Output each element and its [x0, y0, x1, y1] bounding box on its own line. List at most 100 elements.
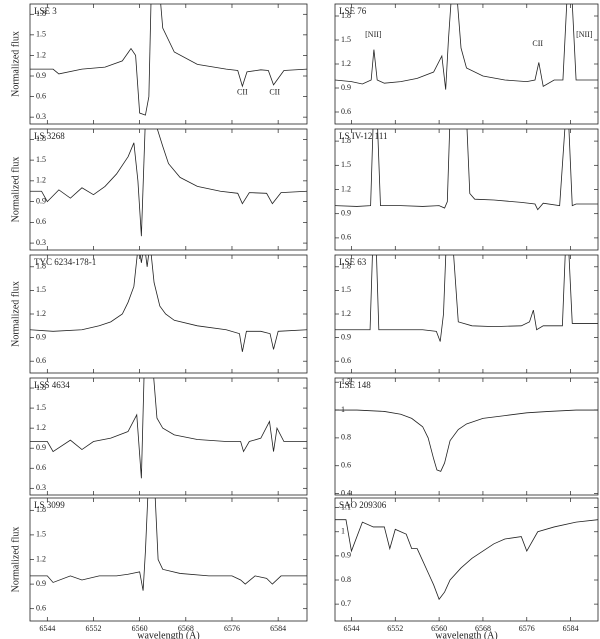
- y-tick-label: 0.8: [341, 433, 351, 442]
- y-tick-label: 0.6: [341, 233, 351, 242]
- x-tick-label: 6576: [519, 624, 535, 633]
- spectrum-line: [335, 409, 598, 472]
- y-axis-label: Normalized flux: [10, 527, 21, 593]
- y-axis-label: Normalized flux: [10, 31, 21, 97]
- y-tick-label: 1.8: [341, 11, 351, 20]
- x-tick-label: 6584: [563, 624, 579, 633]
- panel-frame: [29, 254, 308, 374]
- x-tick-label: 6544: [39, 624, 55, 633]
- spectrum-line: [30, 498, 307, 591]
- panel-title: LS 3268: [34, 131, 65, 141]
- y-tick-label: 1.2: [341, 377, 351, 386]
- panel-title: LSE 76: [339, 6, 367, 16]
- y-tick-label: 0.9: [341, 551, 351, 560]
- y-tick-label: 1.2: [341, 309, 351, 318]
- y-tick-label: 1.2: [36, 50, 46, 59]
- y-tick-label: 0.7: [341, 599, 351, 608]
- y-tick-label: 0.6: [36, 604, 46, 613]
- annotation: [NII]: [576, 30, 593, 39]
- y-tick-label: 0.9: [36, 332, 46, 341]
- spectrum-line: [335, 4, 598, 90]
- y-tick-label: 1.8: [36, 262, 46, 271]
- panel-frame: [334, 377, 599, 496]
- spectrum-line: [335, 129, 598, 211]
- annotation: CII: [237, 87, 248, 96]
- y-tick-label: 1.2: [341, 59, 351, 68]
- panel-frame: [334, 497, 599, 622]
- y-tick-label: 1.8: [36, 383, 46, 392]
- y-axis-label: Normalized flux: [10, 157, 21, 223]
- panel-title: LS IV-12 111: [339, 131, 388, 141]
- spectrum-line: [335, 255, 598, 342]
- y-axis-label: Normalized flux: [10, 281, 21, 347]
- y-tick-label: 0.3: [36, 112, 46, 121]
- y-tick-label: 1: [341, 405, 345, 414]
- x-axis-label: wavelength (A): [137, 630, 199, 639]
- panel-title: TYC 6234-178-1: [34, 257, 96, 267]
- y-tick-label: 0.6: [341, 461, 351, 470]
- y-tick-label: 0.6: [36, 463, 46, 472]
- y-tick-label: 1.1: [341, 502, 351, 511]
- x-tick-label: 6584: [270, 624, 286, 633]
- panel: 0.3 0.6 0.9 1.2 1.5 1.8LS 3268 Normalized flux: [10, 128, 308, 251]
- panel-frame: [334, 128, 599, 251]
- y-tick-label: 0.9: [36, 443, 46, 452]
- spectrum-line: [30, 4, 307, 116]
- panel-frame: [29, 3, 308, 125]
- y-tick-label: 1.8: [341, 136, 351, 145]
- y-tick-label: 1.5: [36, 530, 46, 539]
- y-tick-label: 0.9: [36, 71, 46, 80]
- y-tick-label: 0.4: [341, 488, 351, 497]
- y-tick-label: 1.2: [36, 554, 46, 563]
- panel: 0.6 0.9 1.2 1.5 1.8LS IV-12 111: [334, 128, 599, 251]
- spectrum-line: [30, 129, 307, 237]
- y-tick-label: 1.2: [36, 176, 46, 185]
- y-tick-label: 0.9: [36, 579, 46, 588]
- x-tick-label: 6544: [343, 624, 359, 633]
- y-tick-label: 1.5: [36, 30, 46, 39]
- x-axis-label: wavelength (A): [435, 630, 497, 639]
- spectrum-line: [30, 255, 307, 352]
- panel-title: LSE 63: [339, 257, 367, 267]
- panel-frame: [29, 128, 308, 251]
- y-tick-label: 1.5: [341, 285, 351, 294]
- y-tick-label: 1.8: [36, 505, 46, 514]
- annotation: [NII]: [365, 30, 382, 39]
- y-tick-label: 0.9: [341, 332, 351, 341]
- panel-title: LSE 148: [339, 380, 371, 390]
- x-tick-label: 6568: [178, 624, 194, 633]
- y-tick-label: 1.5: [36, 285, 46, 294]
- y-tick-label: 0.6: [36, 91, 46, 100]
- panel-title: LSE 3: [34, 6, 57, 16]
- panel: 6544 6552 6560 6568 6576 6584 0.6 0.9 1.2 1.5 1.8L…: [10, 497, 308, 639]
- panel-frame: [334, 3, 599, 125]
- y-tick-label: 0.6: [36, 356, 46, 365]
- y-tick-label: 1.5: [36, 155, 46, 164]
- y-tick-label: 1.2: [341, 184, 351, 193]
- panel-frame: [29, 377, 308, 496]
- spectrum-line: [335, 519, 598, 601]
- y-tick-label: 0.9: [36, 196, 46, 205]
- y-tick-label: 1.8: [341, 262, 351, 271]
- y-tick-label: 1.2: [36, 309, 46, 318]
- y-tick-label: 1.5: [341, 35, 351, 44]
- panel-frame: [334, 254, 599, 374]
- annotation: CII: [532, 39, 543, 48]
- x-tick-label: 6560: [431, 624, 447, 633]
- annotation: CII: [269, 87, 280, 96]
- y-tick-label: 0.6: [36, 217, 46, 226]
- y-tick-label: 1.5: [341, 160, 351, 169]
- y-tick-label: 0.3: [36, 483, 46, 492]
- y-tick-label: 0.3: [36, 238, 46, 247]
- x-tick-label: 6560: [132, 624, 148, 633]
- y-tick-label: 1.2: [36, 423, 46, 432]
- y-tick-label: 0.8: [341, 575, 351, 584]
- y-tick-label: 1: [341, 527, 345, 536]
